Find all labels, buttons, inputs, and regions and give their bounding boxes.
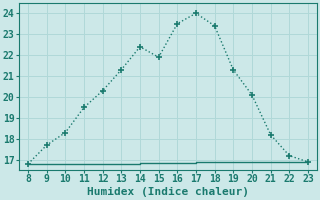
X-axis label: Humidex (Indice chaleur): Humidex (Indice chaleur) xyxy=(87,187,249,197)
